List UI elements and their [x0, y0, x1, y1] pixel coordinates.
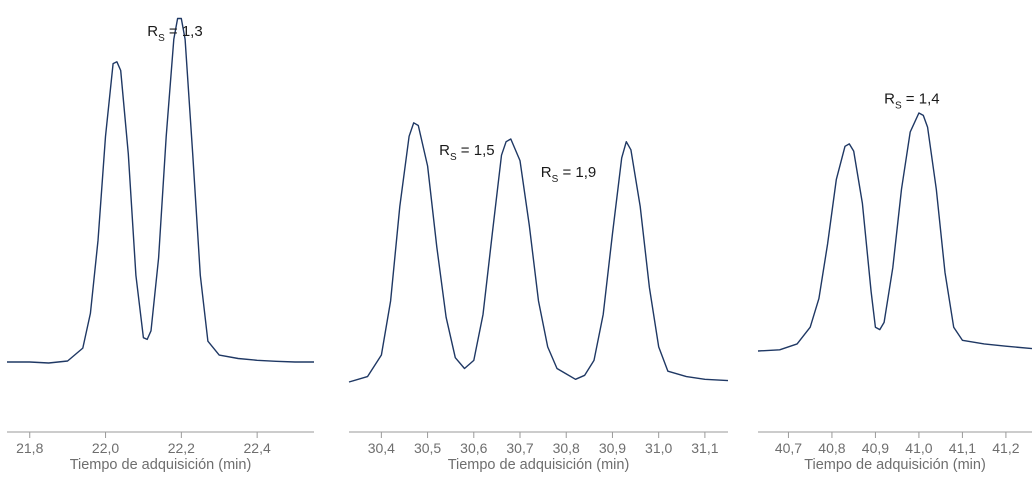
x-tick-label: 31,0	[645, 440, 672, 456]
x-tick-label: 40,9	[862, 440, 889, 456]
x-tick-label: 22,2	[168, 440, 195, 456]
x-tick-label: 41,2	[992, 440, 1019, 456]
x-tick-label: 22,0	[92, 440, 119, 456]
x-axis-title: Tiempo de adquisición (min)	[448, 457, 630, 473]
x-tick-label: 22,4	[244, 440, 271, 456]
x-axis-title: Tiempo de adquisición (min)	[804, 457, 986, 473]
chromatogram-trace	[348, 122, 729, 383]
x-tick-label: 40,8	[818, 440, 845, 456]
x-tick-label: 30,6	[460, 440, 487, 456]
x-tick-label: 30,8	[553, 440, 580, 456]
chromatogram-trace	[757, 112, 1032, 352]
x-tick-label: 30,9	[599, 440, 626, 456]
x-tick-label: 30,5	[414, 440, 441, 456]
chromatogram-panel-3: 40,7 40,8 40,9 41,0 41,1 41,2 Tiempo de adquis…	[757, 90, 1032, 473]
resolution-label: RS = 1,4	[884, 90, 939, 111]
x-axis-title: Tiempo de adquisición (min)	[70, 457, 252, 473]
x-tick-label: 41,1	[949, 440, 976, 456]
x-tick-label: 21,8	[16, 440, 43, 456]
x-tick-label: 31,1	[691, 440, 718, 456]
x-tick-label: 41,0	[905, 440, 932, 456]
chromatogram-panel-2: 30,4 30,5 30,6 30,7 30,8 30,9 31,0 31,1 Tiempo d…	[348, 122, 729, 473]
resolution-label: RS = 1,3	[147, 23, 202, 44]
resolution-label: RS = 1,5	[439, 142, 494, 163]
resolution-label: RS = 1,9	[541, 164, 596, 185]
x-tick-label: 30,7	[506, 440, 533, 456]
x-tick-label: 30,4	[368, 440, 395, 456]
x-tick-label: 40,7	[775, 440, 802, 456]
chromatogram-trace	[7, 17, 314, 364]
